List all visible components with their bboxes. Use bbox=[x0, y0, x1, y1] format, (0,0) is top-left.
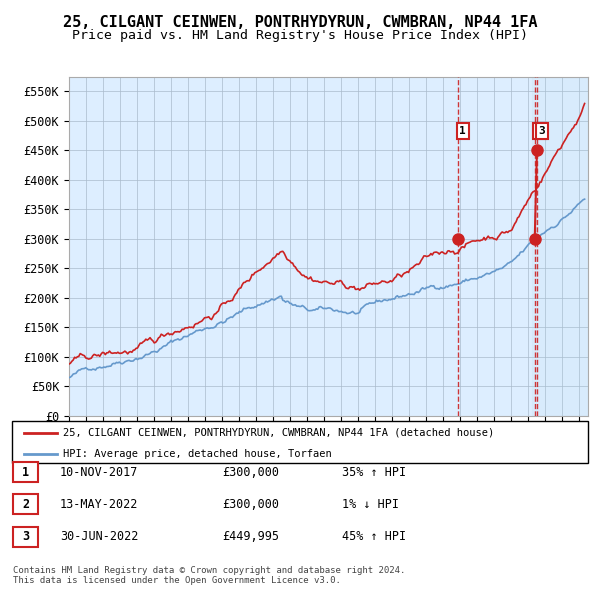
Bar bbox=[532, 77, 588, 416]
Text: 3: 3 bbox=[538, 126, 545, 136]
Text: 2: 2 bbox=[22, 498, 29, 511]
Text: 10-NOV-2017: 10-NOV-2017 bbox=[60, 466, 139, 478]
Text: 30-JUN-2022: 30-JUN-2022 bbox=[60, 530, 139, 543]
Text: £300,000: £300,000 bbox=[222, 466, 279, 478]
Text: 2: 2 bbox=[536, 126, 543, 136]
Text: 25, CILGANT CEINWEN, PONTRHYDYRUN, CWMBRAN, NP44 1FA (detached house): 25, CILGANT CEINWEN, PONTRHYDYRUN, CWMBR… bbox=[63, 428, 494, 438]
Text: 13-MAY-2022: 13-MAY-2022 bbox=[60, 498, 139, 511]
Text: 35% ↑ HPI: 35% ↑ HPI bbox=[342, 466, 406, 478]
Text: 25, CILGANT CEINWEN, PONTRHYDYRUN, CWMBRAN, NP44 1FA: 25, CILGANT CEINWEN, PONTRHYDYRUN, CWMBR… bbox=[63, 15, 537, 30]
Text: Price paid vs. HM Land Registry's House Price Index (HPI): Price paid vs. HM Land Registry's House … bbox=[72, 30, 528, 42]
Text: £449,995: £449,995 bbox=[222, 530, 279, 543]
Text: HPI: Average price, detached house, Torfaen: HPI: Average price, detached house, Torf… bbox=[63, 449, 332, 459]
Text: 1: 1 bbox=[460, 126, 466, 136]
Text: 45% ↑ HPI: 45% ↑ HPI bbox=[342, 530, 406, 543]
Text: 1% ↓ HPI: 1% ↓ HPI bbox=[342, 498, 399, 511]
Text: 3: 3 bbox=[22, 530, 29, 543]
Text: Contains HM Land Registry data © Crown copyright and database right 2024.
This d: Contains HM Land Registry data © Crown c… bbox=[13, 566, 406, 585]
Text: £300,000: £300,000 bbox=[222, 498, 279, 511]
Text: 1: 1 bbox=[22, 466, 29, 478]
